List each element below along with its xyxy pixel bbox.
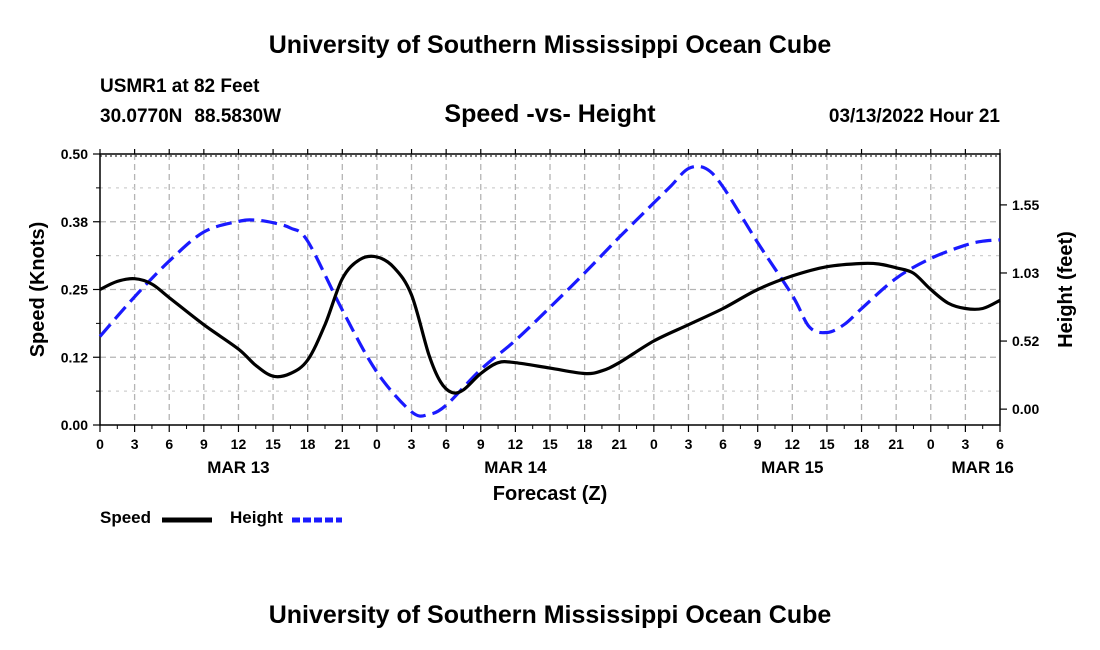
station-label: USMR1 at 82 Feet (100, 76, 260, 97)
height-series-line (98, 164, 1001, 418)
x-tick-label: 0 (373, 436, 381, 452)
x-tick-label: 0 (927, 436, 935, 452)
forecast-datetime: 03/13/2022 Hour 21 (828, 106, 1000, 127)
left-tick-label: 0.38 (61, 214, 88, 230)
axis-labels: 0 3 6 9 12 15 18 21 0 3 6 9 12 15 18 21 0 3 6 9 12 15 18 21 0 3 6 0… (27, 146, 1077, 505)
longitude-label: 88.5830W (194, 106, 282, 127)
station-coordinates: 30.0770N 88.5830W (100, 106, 281, 128)
x-tick-label: 18 (854, 436, 870, 452)
date-label: MAR 13 (207, 458, 269, 477)
x-tick-label: 0 (650, 436, 658, 452)
x-tick-label: 21 (611, 436, 627, 452)
latitude-label: 30.0770N (100, 106, 183, 127)
x-tick-label: 21 (888, 436, 904, 452)
x-tick-label: 12 (785, 436, 801, 452)
x-tick-label: 9 (200, 436, 208, 452)
x-tick-label: 6 (442, 436, 450, 452)
y-axis-title-left: Speed (Knots) (27, 222, 49, 358)
right-tick-label: 0.52 (1012, 333, 1039, 349)
chart-subtitle: Speed -vs- Height (444, 100, 656, 128)
chart-main-title: University of Southern Mississippi Ocean… (268, 31, 832, 59)
x-tick-label: 15 (542, 436, 558, 452)
x-tick-label: 18 (300, 436, 316, 452)
x-tick-label: 3 (961, 436, 969, 452)
date-label: MAR 15 (761, 458, 823, 477)
speed-series-line (99, 254, 1001, 395)
legend-speed-label: Speed (100, 508, 152, 527)
right-tick-label: 1.03 (1012, 265, 1039, 281)
x-tick-label: 6 (165, 436, 173, 452)
x-tick-label: 6 (996, 436, 1004, 452)
left-tick-label: 0.50 (61, 146, 88, 162)
right-tick-label: 0.00 (1012, 401, 1039, 417)
x-axis-title: Forecast (Z) (493, 483, 607, 505)
x-tick-label: 12 (231, 436, 247, 452)
left-tick-label: 0.25 (61, 282, 88, 298)
x-tick-label: 21 (335, 436, 351, 452)
legend-height-label: Height (230, 508, 283, 527)
x-tick-label: 3 (685, 436, 693, 452)
x-tick-label: 6 (719, 436, 727, 452)
footer-title: University of Southern Mississippi Ocean… (268, 601, 832, 629)
x-tick-label: 9 (754, 436, 762, 452)
x-tick-label: 3 (131, 436, 139, 452)
y-axis-title-right: Height (feet) (1055, 231, 1077, 348)
grid-lines (100, 154, 1000, 425)
x-tick-label: 0 (96, 436, 104, 452)
series-layer (98, 164, 1001, 418)
date-label: MAR 14 (484, 458, 547, 477)
right-tick-label: 1.55 (1012, 197, 1039, 213)
date-label: MAR 16 (952, 458, 1014, 477)
x-tick-label: 15 (265, 436, 281, 452)
left-tick-label: 0.00 (61, 417, 88, 433)
x-tick-label: 18 (577, 436, 593, 452)
left-tick-label: 0.12 (61, 349, 88, 365)
x-tick-label: 15 (819, 436, 835, 452)
x-tick-label: 3 (408, 436, 416, 452)
x-tick-label: 12 (508, 436, 524, 452)
x-tick-label: 9 (477, 436, 485, 452)
